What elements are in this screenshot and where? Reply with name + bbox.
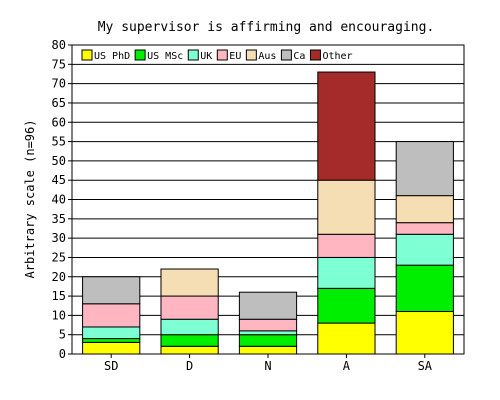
bar-segment: [317, 256, 376, 289]
legend-swatch: [245, 49, 257, 61]
x-tick-label: SA: [418, 359, 433, 373]
y-tick-label: 70: [52, 77, 66, 91]
bar-segment: [82, 326, 141, 340]
legend-swatch: [216, 49, 228, 61]
legend-swatch: [309, 49, 321, 61]
y-tick-label: 25: [52, 250, 66, 264]
bar-segment: [160, 318, 219, 336]
y-axis-ticks: 0 5 10 15 20 25 30 35 40 45 50 55 60 65 70 75 80: [52, 38, 72, 361]
legend-swatch: [187, 49, 199, 61]
legend-label: US PhD: [94, 51, 130, 62]
bar-segment: [160, 334, 219, 347]
bar-segment: [82, 338, 141, 343]
gridlines: [72, 63, 464, 336]
legend-label: Aus: [258, 51, 276, 62]
legend-label: Other: [322, 51, 352, 62]
bars: [82, 71, 454, 355]
y-tick-label: 50: [52, 154, 66, 168]
bar-segment: [395, 195, 454, 224]
y-tick-label: 45: [52, 173, 66, 187]
chart-title: My supervisor is affirming and encouragi…: [98, 20, 435, 35]
legend-label: Ca: [293, 51, 305, 62]
bar-segment: [317, 322, 376, 355]
bar-segment: [238, 291, 298, 320]
legend-swatch: [81, 49, 93, 61]
x-tick-label: A: [343, 359, 351, 373]
x-tick-label: SD: [104, 359, 118, 373]
bar-segment: [82, 341, 141, 355]
y-tick-label: 10: [52, 308, 66, 322]
legend-label: EU: [229, 51, 241, 62]
y-tick-label: 65: [52, 96, 66, 110]
bar-segment: [395, 233, 454, 266]
y-tick-label: 40: [52, 193, 66, 207]
bar-segment: [395, 264, 454, 313]
y-tick-label: 55: [52, 135, 66, 149]
bar-segment: [395, 141, 454, 197]
plot-frame: [71, 44, 465, 355]
bar-segment: [395, 222, 454, 235]
bar-segment: [82, 276, 141, 305]
legend-swatch: [134, 49, 146, 61]
bar-segment: [238, 345, 298, 355]
y-tick-label: 15: [52, 289, 66, 303]
bar-segment: [238, 330, 298, 336]
bar-segment: [317, 179, 376, 235]
y-tick-label: 0: [59, 347, 66, 361]
bar-segment: [160, 295, 219, 320]
y-tick-label: 35: [52, 212, 66, 226]
x-axis-ticks: SD D N A SA: [104, 354, 433, 373]
y-tick-label: 60: [52, 115, 66, 129]
bar-segment: [160, 268, 219, 297]
y-tick-label: 75: [52, 57, 66, 71]
bar-segment: [317, 71, 376, 181]
y-tick-label: 80: [52, 38, 66, 52]
y-axis-label: Arbitrary scale (n=96): [23, 120, 37, 279]
legend-swatch: [280, 49, 292, 61]
bar-segment: [317, 287, 376, 324]
legend-label: US MSc: [147, 51, 183, 62]
bar-segment: [160, 345, 219, 355]
bar-segment: [395, 311, 454, 355]
bar-segment: [82, 303, 141, 328]
x-tick-label: N: [264, 359, 271, 373]
bar-segment: [238, 334, 298, 347]
bar-segment: [317, 233, 376, 258]
bar-segment: [238, 318, 298, 332]
y-tick-label: 20: [52, 270, 66, 284]
x-tick-label: D: [186, 359, 193, 373]
y-tick-label: 5: [59, 328, 66, 342]
y-tick-label: 30: [52, 231, 66, 245]
legend-label: UK: [200, 51, 212, 62]
legend: US PhD US MSc UK EU Aus Ca Other: [77, 48, 358, 63]
